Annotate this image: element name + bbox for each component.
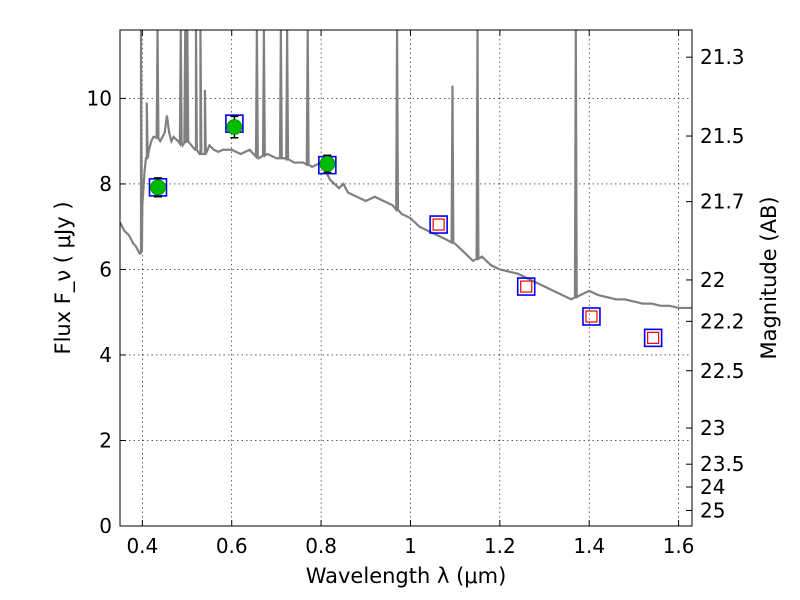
- x-tick-label: 1.2: [484, 534, 516, 558]
- y-ticks-layer: 0 2 4 6 8 10: [87, 86, 126, 538]
- y-tick-label: 0: [99, 514, 112, 538]
- model-spectrum-line: [120, 30, 692, 310]
- y2-tick-label: 21.7: [700, 190, 745, 214]
- points-layer: [148, 114, 663, 348]
- observed-flux-point: [319, 155, 336, 172]
- y2-tick-label: 24: [700, 475, 725, 499]
- y-axis-label-group: Flux F_ν ( μJy ): [51, 201, 76, 354]
- plot-frame: [119, 29, 693, 527]
- x-ticks-layer: 0.4 0.6 0.8 1 1.2 1.4 1.6: [126, 30, 695, 558]
- predicted-flux-square: [432, 218, 445, 231]
- y2-tick-label: 22: [700, 268, 725, 292]
- y2-axis-label: Magnitude (AB): [757, 196, 781, 359]
- predicted-flux-square: [585, 310, 598, 323]
- x-tick-label: 1: [404, 534, 417, 558]
- y-tick-label: 8: [99, 172, 112, 196]
- x-tick-label: 0.4: [126, 534, 158, 558]
- y-axis-label: Flux F_ν ( μJy ): [51, 201, 76, 354]
- y2-tick-label: 23.5: [700, 452, 745, 476]
- y2-tick-label: 22.2: [700, 309, 745, 333]
- y2-axis-label-group: Magnitude (AB): [757, 196, 781, 359]
- y-tick-label: 4: [99, 343, 112, 367]
- model-bandpass-square: [429, 215, 448, 234]
- x-axis-label: Wavelength λ (μm): [306, 564, 507, 588]
- y2-tick-label: 23: [700, 416, 725, 440]
- y2-tick-label: 21.5: [700, 124, 745, 148]
- spectrum-layer: [120, 30, 692, 310]
- x-tick-label: 0.8: [305, 534, 337, 558]
- y2-tick-label: 22.5: [700, 359, 745, 383]
- y-tick-label: 6: [99, 257, 112, 281]
- y2-tick-label: 21.3: [700, 45, 745, 69]
- observed-flux-point: [226, 119, 243, 135]
- observed-flux-point: [150, 179, 166, 196]
- predicted-flux-square: [520, 280, 533, 293]
- model-bandpass-square: [643, 328, 663, 348]
- predicted-flux-square: [647, 331, 660, 344]
- x-tick-label: 1.4: [573, 534, 605, 558]
- x-tick-label: 1.6: [663, 534, 695, 558]
- y-tick-label: 10: [87, 86, 112, 110]
- y2-tick-label: 25: [700, 498, 725, 522]
- model-bandpass-square: [582, 307, 601, 326]
- y-tick-label: 2: [99, 428, 112, 452]
- model-bandpass-square: [516, 277, 536, 296]
- x-tick-label: 0.6: [216, 534, 248, 558]
